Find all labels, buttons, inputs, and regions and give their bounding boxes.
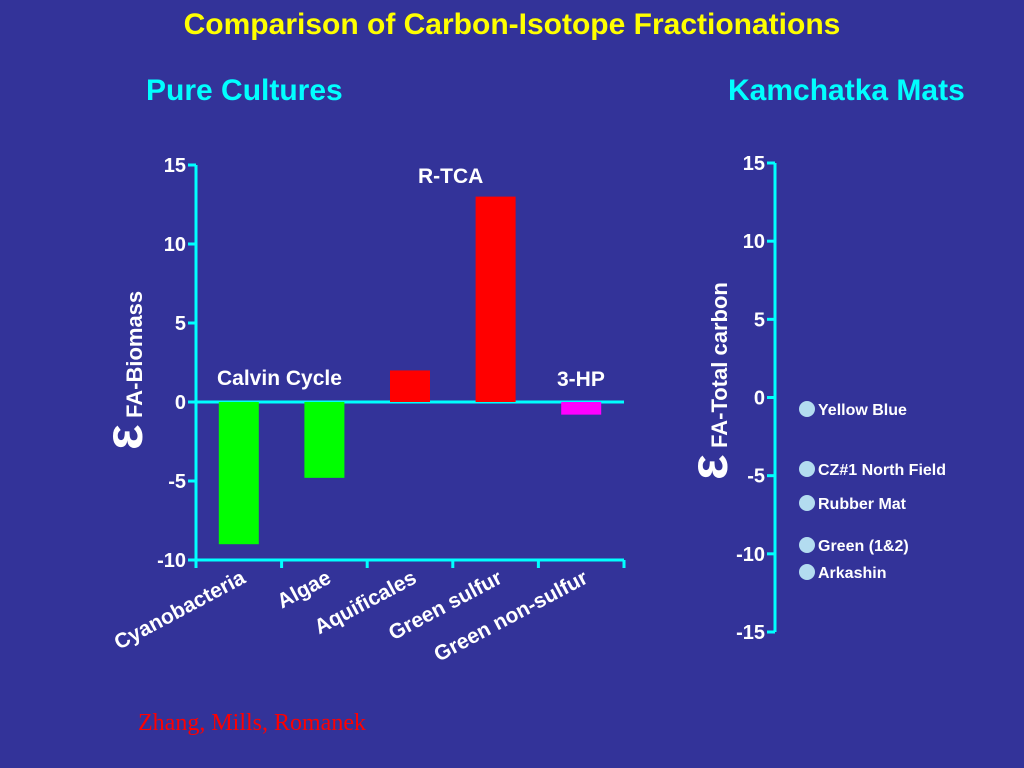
y-axis-label-subscript: FA-Total carbon [707,282,732,448]
legend-marker [799,461,815,477]
y-axis-label: ε FA-Total carbon [679,282,739,480]
y-tick-label: -15 [736,622,765,644]
y-tick-label: 0 [754,388,765,410]
legend-marker [799,537,815,553]
legend-label: CZ#1 North Field [818,462,946,479]
legend-label: Green (1&2) [818,538,909,555]
legend-label: Arkashin [818,565,886,582]
legend-marker [799,401,815,417]
y-tick-label: -10 [736,544,765,566]
y-tick-label: 10 [743,231,765,253]
y-tick-label: 15 [743,153,765,175]
y-tick-label: 5 [754,309,765,331]
legend-label: Rubber Mat [818,496,907,513]
y-axis-label-symbol: ε [679,454,739,480]
credit-text: Zhang, Mills, Romanek [138,710,366,737]
legend-marker [799,564,815,580]
legend-marker [799,495,815,511]
y-tick-label: -5 [747,466,765,488]
legend-label: Yellow Blue [818,402,907,419]
